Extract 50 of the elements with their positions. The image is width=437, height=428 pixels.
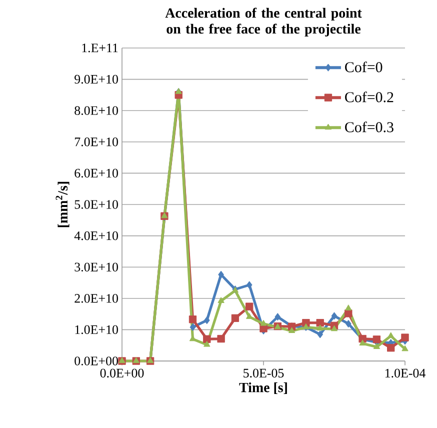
y-tick-label: 7.0E+10: [74, 138, 118, 146]
point: [345, 304, 352, 310]
y-tick-label: 9.0E+10: [74, 74, 118, 84]
point: [402, 345, 408, 352]
x-axis-title: Time [s]: [239, 382, 287, 394]
point: [359, 340, 366, 346]
point: [246, 281, 252, 289]
point: [401, 334, 409, 342]
y-tick-label: 1.E+11: [82, 44, 118, 52]
legend-label: Cof=0: [345, 62, 382, 72]
point: [188, 316, 197, 324]
point: [316, 318, 324, 327]
x-tick-label: 0.0E+00: [100, 368, 144, 378]
y-tick-label: 2.0E+10: [74, 294, 118, 303]
point: [204, 340, 210, 347]
chart-title: Acceleration of the central point on the free face of the projectile: [165, 8, 362, 36]
point: [246, 302, 254, 310]
y-tick-label: 0.0E+00: [74, 356, 118, 366]
point: [317, 330, 324, 338]
point: [218, 270, 224, 278]
y-tick-label: 3.0E+10: [74, 262, 118, 272]
point: [387, 332, 394, 338]
point: [387, 344, 395, 352]
legend-label: Cof=0.3: [345, 122, 394, 132]
point: [288, 327, 296, 333]
point: [203, 335, 211, 343]
y-axis-title: [mm$^{2}$/s]: [56, 182, 70, 228]
point: [260, 320, 267, 326]
point: [231, 314, 240, 322]
point: [331, 312, 338, 320]
point: [246, 313, 253, 319]
x-tick-label: 1.0E-04: [385, 368, 426, 378]
y-tick-label: 6.0E+10: [74, 168, 118, 178]
point: [218, 297, 224, 303]
point: [217, 334, 225, 343]
point: [274, 313, 281, 321]
legend-label: Cof=0.2: [345, 92, 394, 102]
point: [204, 316, 210, 324]
point: [372, 336, 381, 344]
x-tick-label: 5.0E-05: [244, 368, 284, 378]
point: [373, 343, 380, 349]
point: [316, 324, 324, 330]
y-tick-label: 8.0E+10: [74, 106, 118, 115]
point: [345, 320, 352, 328]
y-tick-label: 1.0E+10: [75, 325, 118, 334]
point: [330, 325, 338, 332]
y-tick-label: 4.0E+10: [74, 231, 118, 240]
y-tick-label: 5.0E+10: [74, 200, 118, 209]
point: [190, 323, 196, 332]
point: [344, 310, 352, 318]
